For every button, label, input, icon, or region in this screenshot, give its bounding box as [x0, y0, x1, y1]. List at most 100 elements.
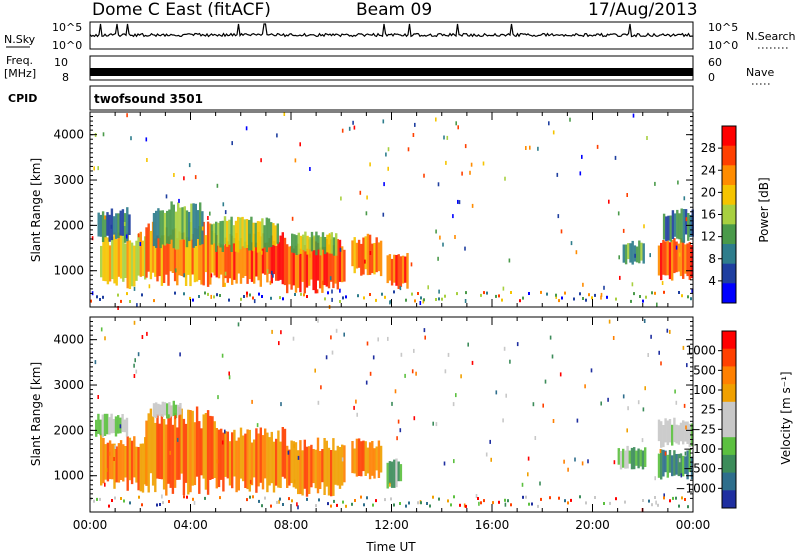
- echo-speck: [467, 342, 469, 347]
- near-range-speck: [204, 496, 206, 500]
- freq-tick-top: 10: [54, 56, 68, 69]
- near-range-speck: [153, 299, 155, 303]
- echo-column: [221, 220, 224, 252]
- near-range-speck: [585, 501, 587, 505]
- echo-column: [688, 242, 691, 280]
- echo-column: [341, 444, 344, 486]
- echo-column: [303, 245, 306, 294]
- near-range-speck: [603, 502, 605, 505]
- echo-speck: [603, 285, 605, 290]
- echo-column: [684, 244, 687, 274]
- near-range-speck: [564, 291, 566, 295]
- colorbar-swatch: [722, 204, 736, 225]
- echo-column: [357, 239, 361, 268]
- echo-speck: [407, 147, 410, 152]
- near-range-speck: [249, 495, 251, 499]
- near-range-speck: [564, 499, 566, 503]
- echo-column: [255, 428, 258, 493]
- near-range-speck: [192, 298, 194, 302]
- echo-speck: [444, 369, 447, 374]
- echo-speck: [136, 303, 138, 308]
- echo-speck: [626, 193, 628, 197]
- echo-column: [327, 447, 331, 496]
- echo-column: [194, 203, 197, 246]
- freq-trace: [90, 68, 693, 76]
- echo-speck: [168, 414, 170, 419]
- echo-column: [119, 234, 123, 279]
- echo-column: [184, 423, 188, 483]
- echo-column: [130, 440, 134, 485]
- echo-speck: [102, 132, 105, 137]
- echo-column: [145, 227, 148, 278]
- echo-column: [189, 222, 192, 287]
- echo-column: [113, 443, 116, 489]
- near-range-speck: [657, 503, 659, 507]
- echo-speck: [637, 400, 640, 405]
- echo-column: [301, 450, 304, 496]
- echo-column: [117, 213, 120, 238]
- near-range-speck: [675, 496, 677, 500]
- echo-column: [688, 449, 691, 473]
- freq-tick-bottom: 8: [62, 71, 69, 84]
- echo-column: [267, 218, 271, 248]
- echo-speck: [464, 144, 467, 149]
- echo-column: [644, 447, 647, 467]
- echo-speck: [438, 289, 440, 294]
- near-range-speck: [363, 503, 365, 507]
- near-range-speck: [654, 496, 656, 499]
- echo-column: [99, 214, 103, 237]
- echo-speck: [457, 125, 459, 130]
- echo-speck: [331, 350, 334, 355]
- echo-speck: [423, 173, 425, 178]
- echo-speck: [443, 461, 446, 466]
- echo-column: [122, 236, 125, 282]
- echo-speck: [618, 255, 620, 260]
- near-range-speck: [354, 499, 356, 502]
- near-range-speck: [567, 501, 569, 505]
- nsearch-tick-top: 10^5: [708, 21, 738, 34]
- echo-column: [226, 241, 229, 283]
- colorbar-swatch: [722, 401, 736, 420]
- near-range-speck: [372, 503, 374, 507]
- echo-column: [179, 207, 182, 240]
- echo-speck: [391, 401, 393, 406]
- echo-speck: [404, 373, 406, 378]
- echo-column: [294, 245, 298, 293]
- near-range-speck: [444, 294, 446, 298]
- echo-column: [288, 449, 291, 486]
- x-tick-label: 04:00: [173, 518, 208, 532]
- echo-speck: [442, 242, 444, 247]
- echo-column: [160, 235, 164, 286]
- echo-speck: [569, 117, 571, 122]
- near-range-speck: [246, 498, 248, 502]
- echo-column: [315, 231, 318, 256]
- echo-column: [195, 228, 199, 282]
- echo-speck: [600, 292, 603, 297]
- x-tick-label: 12:00: [374, 518, 409, 532]
- echo-column: [313, 235, 316, 251]
- echo-speck: [369, 251, 372, 255]
- echo-column: [666, 420, 669, 446]
- echo-speck: [575, 250, 578, 255]
- near-range-speck: [663, 496, 665, 500]
- echo-speck: [365, 211, 368, 216]
- echo-column: [178, 231, 181, 276]
- echo-column: [185, 210, 189, 248]
- echo-column: [641, 450, 645, 470]
- echo-speck: [674, 389, 676, 394]
- echo-speck: [178, 198, 180, 203]
- near-range-speck: [252, 296, 254, 300]
- echo-speck: [260, 158, 262, 163]
- echo-column: [294, 442, 298, 489]
- near-range-speck: [339, 300, 341, 303]
- echo-speck: [684, 451, 687, 456]
- echo-region: [145, 221, 216, 287]
- echo-speck: [567, 467, 569, 472]
- near-range-speck: [96, 295, 98, 299]
- echo-column: [321, 246, 324, 293]
- near-range-speck: [318, 498, 320, 502]
- echo-column: [170, 201, 173, 240]
- echo-column: [279, 235, 282, 280]
- echo-speck: [527, 456, 530, 461]
- echo-region: [152, 201, 204, 250]
